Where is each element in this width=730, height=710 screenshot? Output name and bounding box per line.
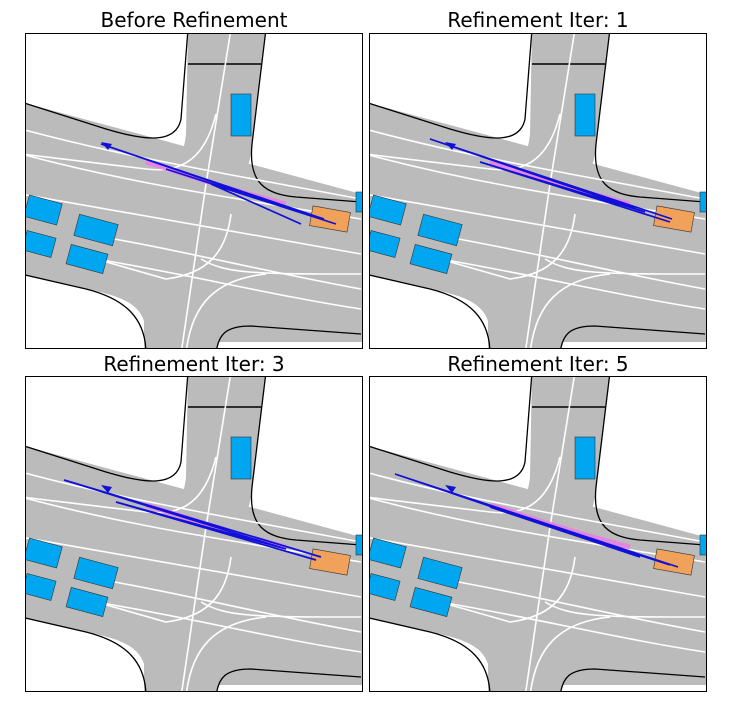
other-vehicle bbox=[370, 573, 401, 601]
other-vehicle bbox=[370, 537, 407, 569]
lane-centerline bbox=[530, 616, 611, 691]
lane-centerline bbox=[439, 258, 706, 310]
other-vehicle bbox=[73, 556, 119, 590]
road-edge bbox=[26, 34, 189, 139]
lane-centerline bbox=[370, 497, 706, 563]
lane-centerline bbox=[26, 113, 217, 171]
road-edge bbox=[250, 34, 362, 203]
panel-iter-3 bbox=[25, 376, 363, 692]
other-vehicle bbox=[26, 194, 63, 226]
lane-centerline bbox=[95, 258, 362, 310]
road-edge bbox=[26, 377, 189, 482]
lane-centerline bbox=[370, 113, 561, 171]
predicted-trajectory bbox=[63, 479, 322, 561]
other-vehicle bbox=[417, 213, 463, 247]
other-vehicle bbox=[26, 537, 63, 569]
trajectory-arrowhead bbox=[445, 142, 456, 150]
lane-centerline bbox=[370, 472, 706, 543]
road-edge bbox=[370, 377, 533, 482]
panel-iter-5 bbox=[369, 376, 707, 692]
predicted-trajectory bbox=[429, 138, 673, 223]
lane-centerline bbox=[370, 537, 706, 598]
lane-centerline bbox=[186, 273, 267, 348]
other-vehicle bbox=[230, 93, 252, 137]
lane-centerline bbox=[439, 601, 706, 653]
lane-centerline bbox=[26, 537, 362, 598]
lane-centerline bbox=[544, 601, 706, 618]
road-edge bbox=[370, 34, 533, 139]
lane-centerline bbox=[429, 233, 706, 290]
other-vehicle bbox=[26, 230, 57, 258]
other-vehicle bbox=[409, 587, 453, 617]
other-vehicle bbox=[574, 93, 596, 137]
lane-centerline bbox=[530, 273, 611, 348]
trajectory-arrowhead bbox=[101, 485, 112, 493]
other-vehicle bbox=[26, 573, 57, 601]
other-vehicle bbox=[65, 587, 109, 617]
other-vehicle bbox=[370, 230, 401, 258]
scene-iter-3 bbox=[26, 377, 362, 691]
ego-vehicle bbox=[653, 205, 695, 233]
road-edge bbox=[560, 325, 706, 348]
lane-centerline bbox=[85, 576, 362, 633]
road-edge bbox=[594, 377, 706, 546]
lane-centerline bbox=[181, 34, 232, 348]
panel-title-iter-1: Refinement Iter: 1 bbox=[447, 8, 629, 32]
panel-title-before-refinement: Before Refinement bbox=[100, 8, 288, 32]
other-vehicle bbox=[230, 436, 252, 480]
road-edge bbox=[594, 34, 706, 203]
lane-centerline bbox=[186, 616, 267, 691]
lane-centerline bbox=[370, 154, 706, 220]
other-vehicle bbox=[417, 556, 463, 590]
road-edge bbox=[26, 617, 147, 691]
scene-iter-1 bbox=[370, 34, 706, 348]
trajectory-arrowhead bbox=[101, 142, 112, 150]
other-vehicle bbox=[409, 244, 453, 274]
trajectory-arrowhead bbox=[445, 485, 456, 493]
road-edge bbox=[370, 617, 491, 691]
scene-iter-5 bbox=[370, 377, 706, 691]
panel-iter-1 bbox=[369, 33, 707, 349]
lane-centerline bbox=[200, 258, 362, 275]
lane-centerline bbox=[85, 233, 362, 290]
other-vehicle bbox=[574, 436, 596, 480]
road-edge bbox=[26, 274, 147, 348]
road-edge bbox=[560, 668, 706, 691]
road-edge bbox=[370, 274, 491, 348]
other-vehicle bbox=[65, 244, 109, 274]
road-edge bbox=[250, 377, 362, 546]
predicted-trajectory bbox=[100, 143, 337, 225]
other-vehicle bbox=[73, 213, 119, 247]
lane-centerline bbox=[26, 194, 362, 255]
panel-title-iter-5: Refinement Iter: 5 bbox=[447, 352, 629, 376]
predicted-trajectory bbox=[394, 473, 679, 568]
other-vehicle bbox=[355, 534, 362, 556]
lane-centerline bbox=[26, 472, 362, 543]
lane-centerline bbox=[429, 576, 706, 633]
road-edge bbox=[216, 325, 362, 348]
road-edge bbox=[216, 668, 362, 691]
lane-centerline bbox=[26, 154, 362, 220]
lane-centerline bbox=[26, 497, 362, 563]
other-vehicle bbox=[699, 191, 706, 213]
other-vehicle bbox=[355, 191, 362, 213]
lane-centerline bbox=[370, 456, 561, 514]
other-vehicle bbox=[370, 194, 407, 226]
lane-centerline bbox=[200, 601, 362, 618]
lane-centerline bbox=[370, 194, 706, 255]
lane-centerline bbox=[95, 601, 362, 653]
other-vehicle bbox=[699, 534, 706, 556]
panel-title-iter-3: Refinement Iter: 3 bbox=[103, 352, 285, 376]
panel-before-refinement bbox=[25, 33, 363, 349]
scene-before-refinement bbox=[26, 34, 362, 348]
lane-centerline bbox=[544, 258, 706, 275]
